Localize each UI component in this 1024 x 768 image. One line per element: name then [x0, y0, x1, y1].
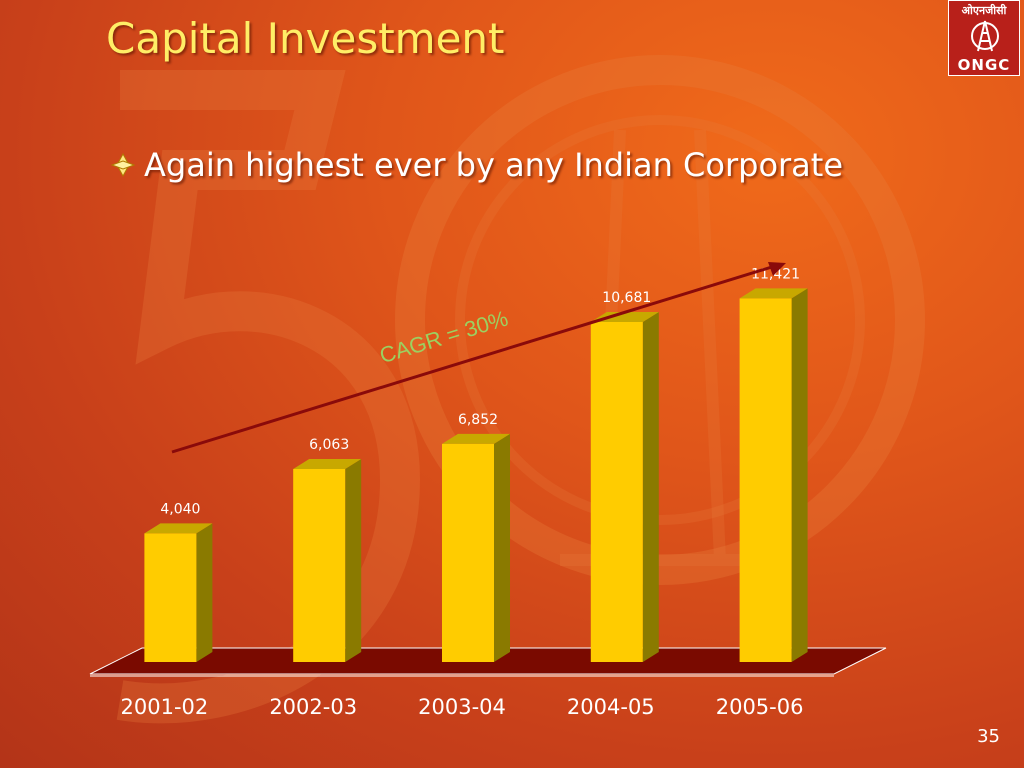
trend-arrow-line: [171, 264, 776, 454]
value-label-2004-05: 10,681: [602, 290, 651, 306]
value-label-2002-03: 6,063: [309, 437, 349, 453]
cagr-annotation: CAGR = 30%: [377, 305, 511, 368]
trend-arrowhead: [768, 262, 786, 276]
bar-2001-02: [144, 533, 197, 662]
logo-text-hindi: ओएनजीसी: [961, 4, 1007, 17]
bar-top: [590, 311, 659, 322]
bar-top: [144, 523, 213, 534]
slide-title: Capital Investment: [106, 14, 505, 63]
bullet-point: Again highest ever by any Indian Corpora…: [110, 146, 843, 184]
bar-side: [642, 311, 659, 662]
value-label-2001-02: 4,040: [160, 501, 200, 517]
bar-2005-06: [739, 298, 792, 662]
oil-rig-icon: [971, 20, 999, 52]
x-tick-label-2003-04: 2003-04: [418, 695, 506, 719]
bar-side: [345, 458, 362, 662]
bar-side: [791, 288, 808, 662]
bar-top: [293, 458, 362, 469]
ongc-logo: ओएनजीसी ONGC: [948, 0, 1020, 76]
bar-2004-05: [590, 321, 643, 662]
bar-top: [442, 433, 510, 444]
bar-top: [739, 288, 808, 299]
value-label-2003-04: 6,852: [458, 412, 498, 428]
bullet-text: Again highest ever by any Indian Corpora…: [144, 146, 844, 184]
bar-side: [494, 433, 510, 662]
x-tick-label-2005-06: 2005-06: [716, 695, 804, 719]
bar-2003-04: [442, 443, 494, 662]
logo-text: ONGC: [957, 56, 1011, 74]
bar-side: [196, 523, 213, 662]
x-tick-label-2001-02: 2001-02: [121, 695, 209, 719]
x-tick-label-2002-03: 2002-03: [269, 695, 357, 719]
diamond-bullet-icon: [110, 152, 136, 178]
page-number: 35: [977, 726, 1000, 747]
bar-2002-03: [293, 468, 346, 662]
x-tick-label-2004-05: 2004-05: [567, 695, 655, 719]
